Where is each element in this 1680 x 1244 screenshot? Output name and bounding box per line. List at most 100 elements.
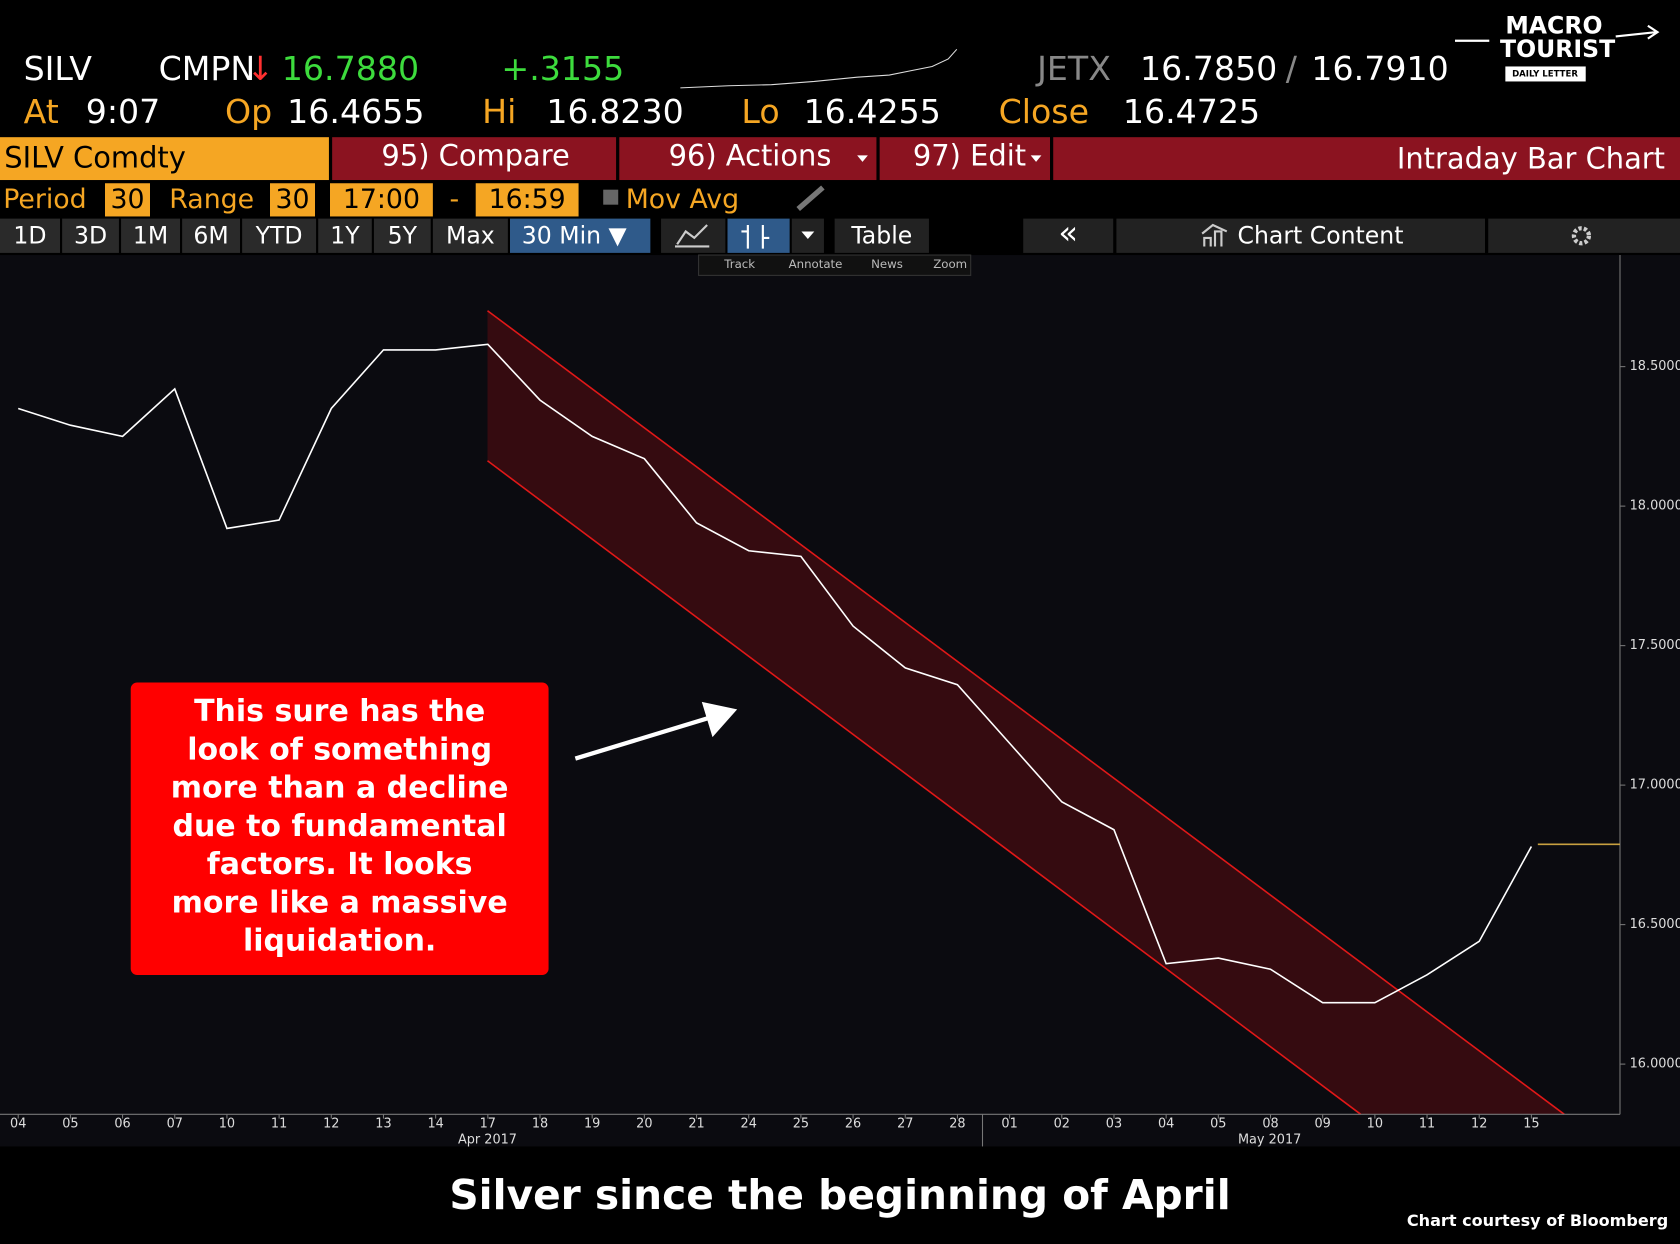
title-bar [1053,137,1680,181]
range-bar: 1D 3D 1M 6M YTD 1Y 5Y Max [0,218,508,253]
annotation-line: liquidation. [243,924,436,959]
close-label: Close [999,92,1089,131]
table[interactable]: Table [850,221,912,249]
channel-line [487,310,1565,1115]
range-label[interactable]: 1Y [330,221,360,249]
x-tick-label: 14 [427,1116,443,1131]
x-tick-label: 28 [949,1116,965,1131]
chart-title: Intraday Bar Chart [1397,142,1665,176]
dash: - [449,184,459,215]
range-box[interactable] [270,183,315,217]
bar-type-button[interactable] [727,218,790,253]
range-button[interactable] [318,218,372,253]
mov-avg[interactable]: Mov Avg [626,184,739,215]
x-tick-label: 08 [1262,1116,1278,1131]
dropdown-arrow [1030,155,1042,162]
high: 16.8230 [546,92,683,131]
table-button[interactable] [834,218,929,253]
chart-content-button[interactable] [1116,218,1485,253]
checkbox[interactable] [603,189,619,205]
start[interactable]: 17:00 [343,184,420,215]
tool[interactable]: Zoom [933,257,967,271]
arrow-head [701,701,738,738]
range-label[interactable]: 3D [74,221,107,249]
range-button[interactable] [121,218,180,253]
change: +.3155 [501,49,624,88]
collapse-button[interactable] [1023,218,1114,253]
tool[interactable]: Track [723,257,755,271]
tool-bar [698,254,972,276]
compare-button[interactable] [332,137,617,181]
range[interactable]: 30 [275,184,309,215]
interval-button[interactable] [510,218,651,253]
gear-icon [1571,226,1592,246]
range-label: Range [169,184,254,215]
logo-arrow [1455,24,1660,42]
settings-button[interactable] [1488,218,1680,253]
end-box[interactable] [475,183,579,217]
edit[interactable]: 97) Edit [913,139,1026,173]
period-label: Period [3,184,86,215]
ask: 16.7910 [1311,49,1448,88]
security-box[interactable] [0,137,329,181]
logo-line: MACRO [1505,11,1602,39]
price-line [17,343,1533,1004]
open-label: Op [225,92,272,131]
x-tick-label: 11 [271,1116,287,1131]
month-label: Apr 2017 [458,1133,517,1148]
range-label[interactable]: 5Y [388,221,418,249]
plot: 16.0000 16.5000 17.0000 17.5000 18.0000 18.50… [10,343,1680,1131]
period[interactable]: 30 [110,184,144,215]
x-tick-label: 10 [1367,1116,1383,1131]
actions-button[interactable] [619,137,877,181]
x-tick-label: 01 [1001,1116,1017,1131]
start-box[interactable] [330,183,433,217]
x-tick-label: 19 [584,1116,600,1131]
range-label[interactable]: Max [446,221,495,249]
end[interactable]: 16:59 [489,184,566,215]
collapse[interactable]: « [1058,214,1078,252]
range-label[interactable]: 6M [193,221,228,249]
dropdown-arrow [801,231,815,239]
quote-source: JETX [1035,49,1111,88]
range-button[interactable] [242,218,317,253]
x-tick-label: 20 [636,1116,652,1131]
interval[interactable]: 30 Min ▼ [522,221,628,249]
annotation-line: more like a massive [172,885,508,920]
low-label: Lo [741,92,779,131]
x-tick-label: 25 [793,1116,809,1131]
range-label[interactable]: 1M [133,221,168,249]
open: 16.4655 [287,92,424,131]
range-button[interactable] [432,218,508,253]
annotation-box [130,682,549,976]
tool[interactable]: News [871,257,903,271]
x-tick-label: 03 [1106,1116,1122,1131]
pencil-icon[interactable] [796,185,825,211]
separator: / [1286,49,1298,88]
range-button[interactable] [373,218,431,253]
x-tick-label: 26 [845,1116,861,1131]
tool[interactable]: Annotate [789,257,843,271]
x-tick-label: 07 [167,1116,183,1131]
period-box[interactable] [105,183,150,217]
range-label[interactable]: YTD [255,221,303,249]
source: CMPN [159,49,256,88]
compare[interactable]: 95) Compare [381,139,569,173]
chart-content[interactable]: Chart Content [1238,221,1404,249]
direction: ↓ [246,49,274,88]
edit-button[interactable] [879,137,1050,181]
credit: Chart courtesy of Bloomberg [1407,1211,1668,1230]
y-tick-label: 18.5000 [1630,359,1680,374]
logo-banner [1505,66,1586,82]
y-tick-label: 16.5000 [1630,917,1680,932]
actions[interactable]: 96) Actions [669,139,832,173]
range-label[interactable]: 1D [13,221,46,249]
security[interactable]: SILV Comdty [4,141,186,175]
range-button[interactable] [182,218,240,253]
x-tick-label: 04 [1158,1116,1174,1131]
range-button[interactable] [62,218,119,253]
x-tick-label: 18 [532,1116,548,1131]
range-button[interactable] [0,218,60,253]
